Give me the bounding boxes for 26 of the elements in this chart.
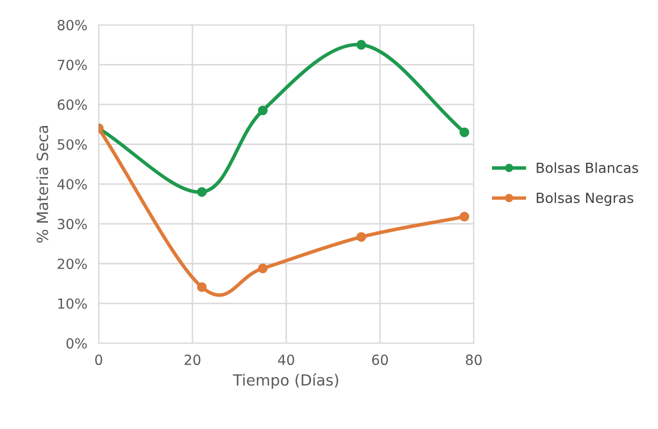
x-tick-label: 80 <box>466 354 482 366</box>
point <box>196 282 207 292</box>
y-tick-label: 10% <box>58 298 87 309</box>
y-tick-label: 20% <box>58 258 87 270</box>
y-tick-label: 30% <box>58 218 87 230</box>
x-axis-title: Tiempo (Días) <box>232 373 338 389</box>
x-tick-label: 0 <box>95 354 102 366</box>
legend-label: Bolsas Negras <box>536 192 634 206</box>
y-axis-title: % Materia Seca <box>36 126 48 243</box>
point <box>356 40 366 50</box>
y-tick-label: 80% <box>58 20 87 30</box>
x-tick-label: 20 <box>184 354 200 366</box>
y-tick-label: 40% <box>57 179 87 190</box>
x-tick-label: 40 <box>278 354 294 366</box>
y-tick-label: 50% <box>58 139 87 150</box>
x-tick-label: 60 <box>372 354 388 366</box>
y-tick-label: 0% <box>66 338 87 349</box>
point <box>258 106 268 116</box>
point <box>196 187 207 197</box>
legend-label: Bolsas Blancas <box>536 162 638 174</box>
point <box>460 212 470 222</box>
y-tick-label: 70% <box>58 60 87 70</box>
point <box>356 232 366 242</box>
point <box>460 127 470 138</box>
point <box>258 264 268 274</box>
y-tick-label: 60% <box>58 99 87 110</box>
